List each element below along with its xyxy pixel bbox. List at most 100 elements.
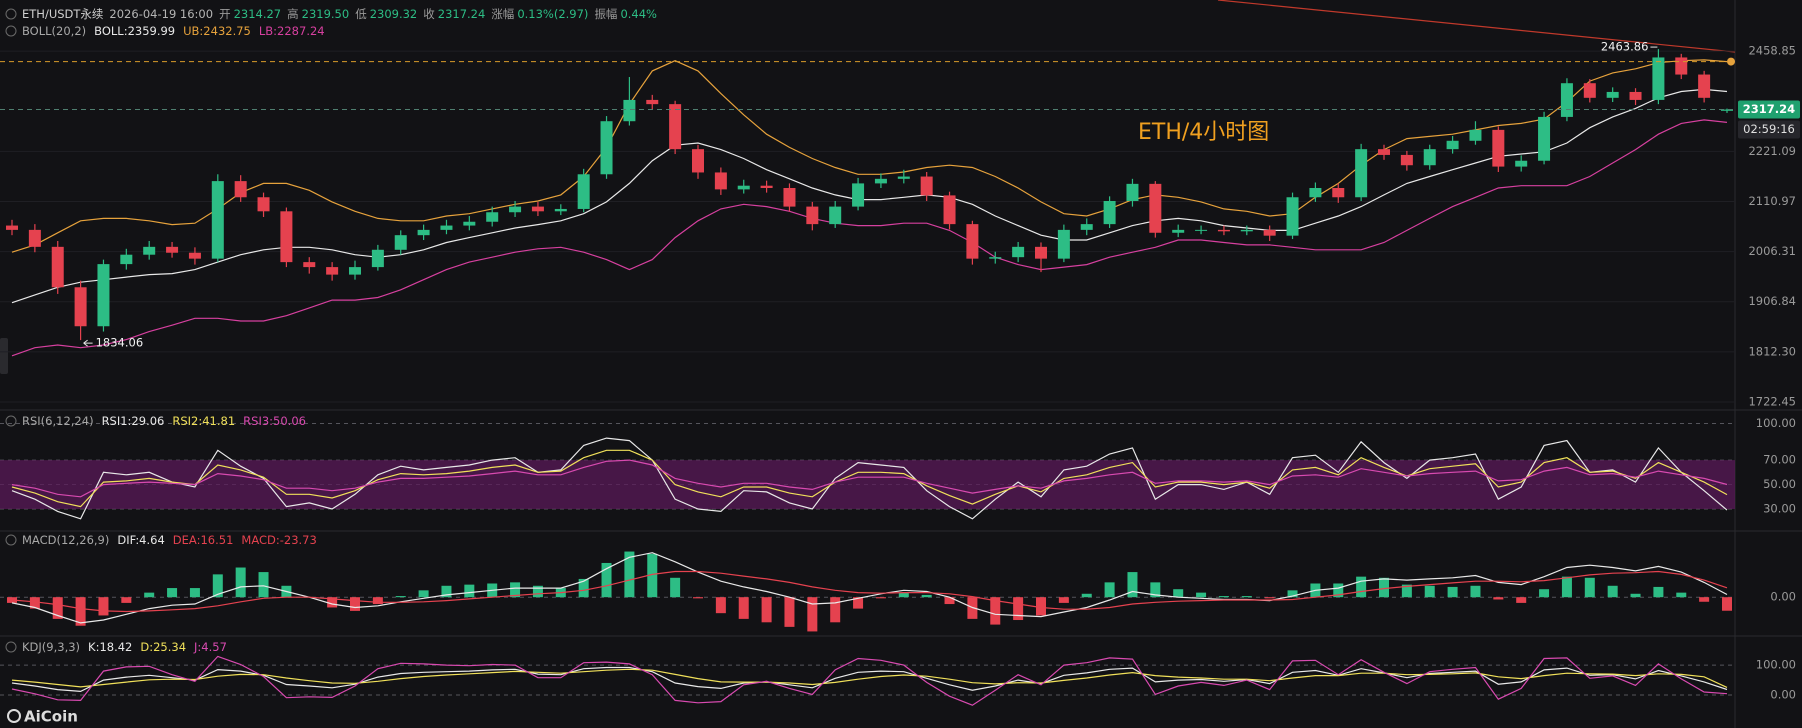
macd-bar [1356,576,1367,598]
header-item: BOLL(20,2) [22,24,86,38]
indicator-line [11,459,1728,498]
macd-bar [1058,597,1069,603]
price-box [1738,100,1800,119]
header-item: ETH/USDT永续 [22,7,103,21]
candle-body [1515,160,1528,167]
macd-bar [1722,597,1732,611]
candle-body [394,235,407,250]
macd-bar [1218,596,1229,598]
candle-body [920,176,933,196]
candle-body [1263,229,1276,236]
indicator-line [11,570,1728,613]
candle-body [1172,229,1185,233]
header-item: 0.44% [620,7,657,21]
candle-body [349,267,361,275]
header-item: 2317.24 [438,7,486,21]
candle-body [714,172,727,190]
candle-body [577,174,590,209]
countdown-box [1738,120,1800,139]
macd-bar [235,567,246,598]
candle-body [326,267,339,275]
macd-bar [761,597,772,623]
header-item: MACD(12,26,9) [22,533,109,547]
macd-bar [121,597,132,603]
y-tick-label: 2458.85 [1748,44,1796,58]
candle-body [852,183,865,207]
candle-body [1423,149,1436,166]
candle-body [371,249,384,268]
low-label: 1834.06 [96,336,144,350]
y-tick-label: 1722.45 [1748,394,1796,408]
candle-body [966,224,979,259]
macd-bar [372,597,383,605]
candle-body [829,206,842,225]
level-dot [1727,57,1735,66]
header-item: 2314.27 [234,7,282,21]
header-icon [5,25,17,37]
macd-bar [578,578,589,598]
candle-body [280,211,293,263]
header-item: J:4.57 [193,640,227,654]
header-item: MACD:-23.73 [241,533,316,547]
y-tick-label: 2110.97 [1748,194,1796,208]
macd-bar [29,597,40,609]
candle-body [783,187,796,207]
macd-bar [212,574,223,598]
macd-bar [647,553,658,598]
header-item: LB:2287.24 [259,24,325,38]
header-item: RSI1:29.06 [102,414,165,428]
macd-bar [1539,589,1550,598]
macd-bar [1447,586,1458,598]
indicator-line [11,59,1728,253]
header-icon [5,641,17,653]
candle-body [760,185,773,188]
candle-body [943,195,956,225]
macd-bar [1607,585,1618,598]
candle-body [737,185,750,190]
macd-bar [1584,577,1595,598]
indicator-line [11,666,1728,693]
macd-bar [1241,596,1252,598]
macd-bar [1287,590,1298,598]
header-icon [5,415,17,427]
candle-body [531,206,544,212]
candle-body [1629,91,1642,100]
header-item: 0.13%(2.97) [517,7,588,21]
macd-bar [144,592,155,598]
y-tick-label: 1812.30 [1748,344,1796,358]
macd-bar [1470,585,1481,598]
macd-bar [830,597,841,623]
macd-bar [807,597,818,632]
candle-body [806,206,819,225]
macd-bar [875,597,886,599]
candle-body [1492,129,1505,167]
candle-body [1309,187,1322,198]
indicator-line [11,119,1728,357]
side-handle[interactable] [0,338,8,374]
macd-bar [167,588,178,598]
low-pointer [83,339,93,347]
candle-body [143,246,156,255]
macd-bar [1196,592,1207,598]
y-tick-label: 70.00 [1763,453,1796,467]
watermark: AiCoin [24,708,78,726]
price-label: 2317.24 [1743,102,1795,116]
y-tick-label: 100.00 [1756,658,1796,672]
candle-body [120,254,133,265]
header-item: UB:2432.75 [183,24,251,38]
header-item: DEA:16.51 [173,533,234,547]
indicator-line [11,655,1728,706]
candle-body [1240,229,1253,232]
macd-bar [1424,585,1435,598]
header-item: 2309.32 [370,7,418,21]
macd-bar [1676,592,1687,598]
macd-bar [1699,597,1710,602]
candle-body [486,212,499,222]
y-tick-label: 30.00 [1763,502,1796,516]
candle-body [1149,183,1162,233]
candle-body [1103,200,1116,225]
macd-bar [1379,577,1389,598]
header-item: 2026-04-19 16:00 [109,7,213,21]
macd-bar [715,597,726,614]
candle-body [1286,197,1299,236]
